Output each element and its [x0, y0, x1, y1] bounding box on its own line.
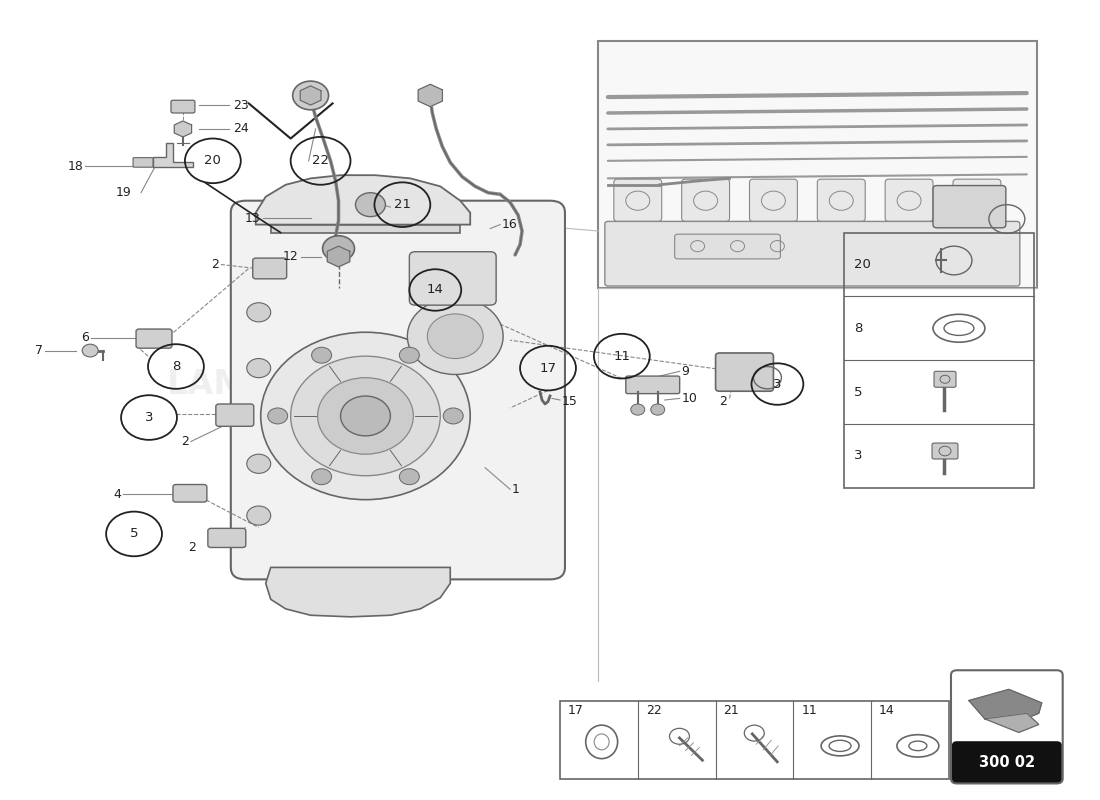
Circle shape: [293, 81, 329, 110]
Polygon shape: [271, 225, 460, 233]
Polygon shape: [969, 690, 1042, 722]
Text: 7: 7: [35, 344, 43, 357]
FancyBboxPatch shape: [173, 485, 207, 502]
Text: 1: 1: [513, 482, 520, 496]
Text: 21: 21: [394, 198, 411, 211]
Polygon shape: [266, 567, 450, 617]
Text: 3: 3: [145, 411, 153, 424]
Circle shape: [311, 347, 331, 363]
FancyBboxPatch shape: [934, 371, 956, 387]
Text: 22: 22: [312, 154, 329, 167]
Circle shape: [651, 404, 664, 415]
Polygon shape: [255, 175, 470, 225]
FancyBboxPatch shape: [208, 528, 245, 547]
Text: 24: 24: [233, 122, 249, 135]
Circle shape: [261, 332, 470, 500]
Circle shape: [427, 314, 483, 358]
Text: 20: 20: [205, 154, 221, 167]
Text: 300 02: 300 02: [979, 755, 1035, 770]
Text: 3: 3: [855, 450, 862, 462]
Circle shape: [246, 454, 271, 474]
FancyBboxPatch shape: [682, 179, 729, 222]
Circle shape: [399, 347, 419, 363]
Text: 11: 11: [802, 704, 817, 717]
FancyBboxPatch shape: [170, 100, 195, 113]
FancyBboxPatch shape: [216, 404, 254, 426]
FancyBboxPatch shape: [933, 186, 1005, 228]
Circle shape: [311, 469, 331, 485]
Text: a passion for parts since 1989: a passion for parts since 1989: [227, 417, 535, 574]
Circle shape: [355, 193, 385, 217]
Text: 14: 14: [879, 704, 895, 717]
Bar: [560, 701, 949, 778]
Text: 2: 2: [188, 541, 196, 554]
FancyBboxPatch shape: [626, 376, 680, 394]
Polygon shape: [174, 121, 191, 137]
Text: 4: 4: [113, 487, 121, 501]
Text: 17: 17: [539, 362, 557, 374]
Polygon shape: [328, 246, 350, 267]
FancyBboxPatch shape: [674, 234, 780, 259]
Text: 22: 22: [646, 704, 661, 717]
Text: 21: 21: [724, 704, 739, 717]
Circle shape: [341, 396, 390, 436]
Circle shape: [82, 344, 98, 357]
FancyBboxPatch shape: [605, 222, 1020, 286]
Polygon shape: [984, 714, 1038, 733]
Text: 3: 3: [773, 378, 782, 390]
Circle shape: [399, 469, 419, 485]
Circle shape: [290, 356, 440, 476]
Text: 8: 8: [855, 322, 862, 334]
Text: 5: 5: [130, 527, 139, 541]
Text: 9: 9: [682, 365, 690, 378]
Text: LAMBORGHINI: LAMBORGHINI: [166, 367, 434, 401]
Text: 8: 8: [172, 360, 180, 373]
Circle shape: [322, 236, 354, 262]
Text: 6: 6: [81, 331, 89, 344]
FancyBboxPatch shape: [598, 42, 1037, 288]
Text: 18: 18: [67, 160, 84, 173]
Text: 13: 13: [245, 212, 261, 225]
Text: 10: 10: [682, 392, 697, 405]
FancyBboxPatch shape: [953, 179, 1001, 222]
FancyBboxPatch shape: [716, 353, 773, 391]
Text: 2: 2: [719, 395, 727, 408]
Text: 12: 12: [283, 250, 298, 263]
Circle shape: [318, 378, 414, 454]
Circle shape: [246, 302, 271, 322]
Bar: [845, 233, 1034, 488]
Text: 11: 11: [614, 350, 630, 362]
Text: 15: 15: [562, 395, 578, 408]
FancyBboxPatch shape: [749, 179, 798, 222]
FancyBboxPatch shape: [136, 329, 172, 348]
Circle shape: [267, 408, 288, 424]
Polygon shape: [300, 86, 321, 105]
FancyBboxPatch shape: [409, 252, 496, 305]
Circle shape: [443, 408, 463, 424]
FancyBboxPatch shape: [253, 258, 287, 279]
Text: 2: 2: [211, 258, 219, 271]
Text: 14: 14: [427, 283, 443, 297]
Polygon shape: [153, 143, 192, 167]
FancyBboxPatch shape: [952, 670, 1063, 783]
FancyBboxPatch shape: [817, 179, 866, 222]
Text: 20: 20: [855, 258, 871, 271]
FancyBboxPatch shape: [952, 742, 1062, 782]
Text: 19: 19: [117, 186, 132, 199]
FancyBboxPatch shape: [133, 158, 153, 167]
Circle shape: [407, 298, 503, 374]
FancyBboxPatch shape: [614, 179, 662, 222]
Text: 16: 16: [502, 218, 518, 231]
Circle shape: [246, 358, 271, 378]
Circle shape: [246, 506, 271, 525]
Text: 2: 2: [182, 435, 189, 448]
Text: 23: 23: [233, 98, 249, 111]
Polygon shape: [418, 84, 442, 106]
Text: 17: 17: [568, 704, 584, 717]
FancyBboxPatch shape: [932, 443, 958, 459]
FancyBboxPatch shape: [886, 179, 933, 222]
FancyBboxPatch shape: [231, 201, 565, 579]
Circle shape: [630, 404, 645, 415]
Text: 5: 5: [855, 386, 862, 398]
